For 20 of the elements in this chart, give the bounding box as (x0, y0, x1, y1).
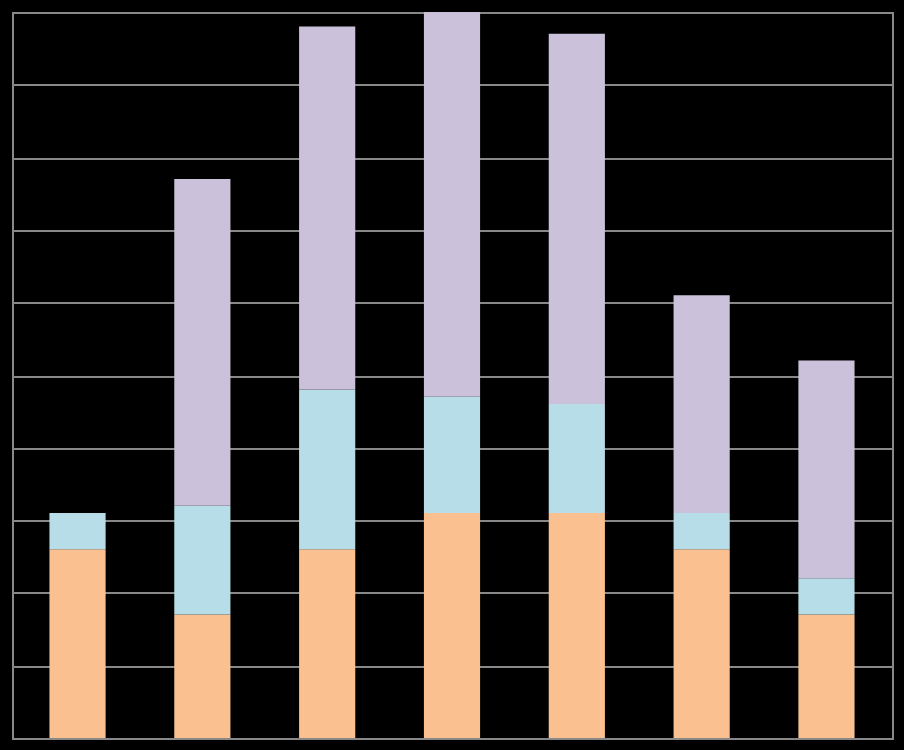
bar (548, 33, 605, 405)
bar (49, 512, 106, 550)
bar (299, 549, 356, 738)
bar (798, 360, 855, 579)
bar (423, 512, 481, 738)
bar (299, 389, 356, 550)
bar (423, 12, 481, 397)
bar (299, 26, 356, 390)
bar (798, 578, 855, 615)
bar (548, 512, 605, 738)
bar (673, 549, 730, 738)
bar (174, 505, 231, 615)
bar (548, 404, 605, 513)
bar (49, 549, 106, 738)
bar (423, 396, 481, 513)
bar (174, 614, 231, 738)
bar (798, 614, 855, 738)
bar (673, 295, 730, 513)
bar (673, 512, 730, 550)
bar (174, 178, 231, 506)
